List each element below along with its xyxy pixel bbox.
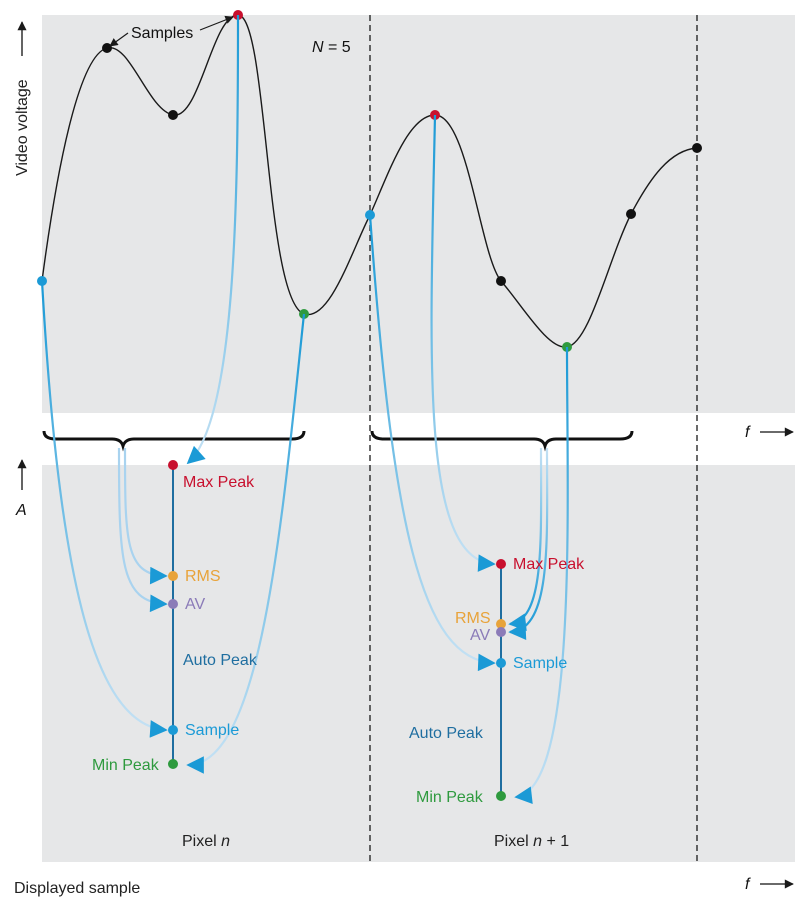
brace-pixel-n1 (370, 430, 634, 452)
pixel-n-label: Pixel n (182, 833, 230, 850)
trace-sample-n (40, 280, 168, 738)
rms-label-n: RMS (185, 568, 221, 585)
max-peak-label-n: Max Peak (183, 474, 255, 491)
n-equals-label: N = 5 (312, 39, 351, 56)
trace-rms-n1 (508, 447, 543, 631)
a-axis-label: A (15, 502, 27, 519)
min-peak-label-n: Min Peak (92, 757, 160, 774)
min-peak-dot-n (168, 759, 178, 769)
lower-panel (42, 465, 795, 862)
min-peak-label-n1: Min Peak (416, 789, 484, 806)
sample-dot-n1 (496, 658, 506, 668)
video-voltage-curve (41, 14, 698, 348)
trace-rms-n (123, 447, 168, 585)
min-peak-dot-n1 (496, 791, 506, 801)
trace-av-n1 (508, 447, 549, 641)
sample-dot-2 (102, 43, 112, 53)
sample-dot-8 (496, 276, 506, 286)
f-axis-label-2: f (745, 876, 751, 893)
trace-min-n (186, 313, 306, 774)
auto-peak-label-n: Auto Peak (183, 652, 258, 669)
f-axis-label-1: f (745, 424, 751, 441)
sample-dot-n (168, 725, 178, 735)
trace-min-n1 (514, 346, 569, 804)
auto-peak-label-n1: Auto Peak (409, 725, 484, 742)
rms-dot-n1 (496, 619, 506, 629)
samples-label: Samples (131, 25, 193, 42)
trace-sample-n1 (368, 214, 496, 672)
pixel-n1-label: Pixel n + 1 (494, 833, 569, 850)
sample-dot-10 (626, 209, 636, 219)
rms-dot-n (168, 571, 178, 581)
brace-pixel-n (42, 430, 306, 452)
max-peak-label-n1: Max Peak (513, 556, 585, 573)
av-label-n1: AV (470, 627, 490, 644)
upper-panel (42, 15, 795, 413)
av-label-n: AV (185, 596, 205, 613)
trace-av-n (117, 447, 168, 613)
samples-arrow-left (109, 32, 129, 47)
rms-label-n1: RMS (455, 610, 491, 627)
av-dot-n (168, 599, 178, 609)
max-peak-dot-n (168, 460, 178, 470)
sample-dot-3 (168, 110, 178, 120)
displayed-sample-label: Displayed sample (14, 880, 140, 897)
trace-max-n1 (430, 114, 496, 572)
y-axis-label: Video voltage (14, 79, 31, 176)
av-dot-n1 (496, 627, 506, 637)
sample-dot-11 (692, 143, 702, 153)
sample-label-n1: Sample (513, 655, 567, 672)
trace-max-n (186, 14, 240, 465)
max-peak-dot-n1 (496, 559, 506, 569)
sample-label-n: Sample (185, 722, 239, 739)
samples-arrow-right (199, 15, 234, 31)
